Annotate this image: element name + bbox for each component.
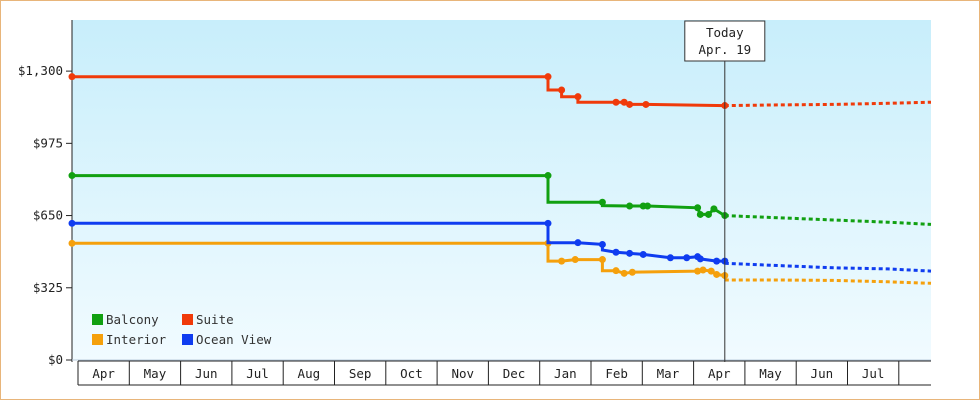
series-forecast-line xyxy=(724,261,932,273)
series-point xyxy=(694,204,702,212)
legend-swatch xyxy=(92,334,103,345)
legend-label: Balcony xyxy=(106,312,159,327)
series-point xyxy=(696,255,704,263)
month-label: Sep xyxy=(349,366,372,381)
month-label: Apr xyxy=(708,366,731,381)
series-point xyxy=(68,219,76,227)
month-label: Mar xyxy=(657,366,680,381)
month-label: Jun xyxy=(195,366,218,381)
series-point xyxy=(710,205,718,213)
series-point xyxy=(644,202,652,210)
legend-label: Interior xyxy=(106,332,167,347)
legend: Balcony Suite Interior Ocean View xyxy=(92,312,272,347)
y-axis: $1,300 $975 $650 $325 $0 xyxy=(18,63,72,367)
series-point xyxy=(713,270,721,278)
series-point xyxy=(626,202,634,210)
series-point xyxy=(626,249,634,257)
month-label: Jun xyxy=(811,366,834,381)
series-point xyxy=(574,239,582,247)
series-point xyxy=(696,210,704,218)
x-axis: Apr May Jun Jul Aug Sep Oct Nov Dec Jan Feb Mar Apr M… xyxy=(77,360,931,386)
series-point xyxy=(571,256,579,264)
y-tick-label: $975 xyxy=(33,135,63,150)
legend-swatch xyxy=(182,314,193,325)
series-point xyxy=(598,198,606,206)
series-point xyxy=(558,257,566,265)
series-point xyxy=(707,267,715,275)
series-forecast-line xyxy=(724,100,932,108)
month-label: Aug xyxy=(298,366,321,381)
legend-label: Suite xyxy=(196,312,234,327)
series-point xyxy=(544,172,552,180)
legend-swatch xyxy=(92,314,103,325)
legend-swatch xyxy=(182,334,193,345)
series-point xyxy=(544,73,552,81)
series-forecast-line xyxy=(724,214,932,226)
series-point xyxy=(612,98,620,106)
month-label: May xyxy=(144,366,167,381)
month-label: Jul xyxy=(862,366,885,381)
series-point xyxy=(544,219,552,227)
series-point xyxy=(612,267,620,275)
series-point xyxy=(694,267,702,275)
series-point xyxy=(574,93,582,101)
month-label: Jan xyxy=(554,366,577,381)
series-point xyxy=(628,268,636,276)
series-point xyxy=(598,240,606,248)
legend-label: Ocean View xyxy=(196,332,272,347)
series-point xyxy=(642,100,650,108)
today-date: Apr. 19 xyxy=(698,42,751,57)
month-label: Nov xyxy=(451,366,474,381)
today-label: Today xyxy=(706,25,744,40)
series-point xyxy=(713,257,721,265)
plot-area-background xyxy=(72,20,931,360)
y-tick-label: $0 xyxy=(48,352,63,367)
month-label: Apr xyxy=(92,366,115,381)
series-point xyxy=(620,98,628,106)
series-point xyxy=(626,100,634,108)
series-point xyxy=(620,269,628,277)
series-point xyxy=(68,239,76,247)
series-lines xyxy=(68,73,932,285)
series-point xyxy=(639,250,647,258)
series-point xyxy=(666,254,674,262)
month-label: Feb xyxy=(605,366,628,381)
month-label: Dec xyxy=(503,366,526,381)
month-label: May xyxy=(759,366,782,381)
series-point xyxy=(683,254,691,262)
series-point xyxy=(699,266,707,274)
y-tick-label: $325 xyxy=(33,280,63,295)
series-point xyxy=(558,86,566,94)
series-point xyxy=(598,256,606,264)
y-tick-label: $1,300 xyxy=(18,63,63,78)
series-forecast-line xyxy=(724,278,932,285)
series-point xyxy=(704,210,712,218)
y-tick-label: $650 xyxy=(33,208,63,223)
series-point xyxy=(68,73,76,81)
today-box xyxy=(684,20,766,62)
series-point xyxy=(612,248,620,256)
series-point xyxy=(68,172,76,180)
month-label: Jul xyxy=(246,366,269,381)
month-label: Oct xyxy=(400,366,423,381)
today-marker: Today Apr. 19 xyxy=(684,20,766,362)
